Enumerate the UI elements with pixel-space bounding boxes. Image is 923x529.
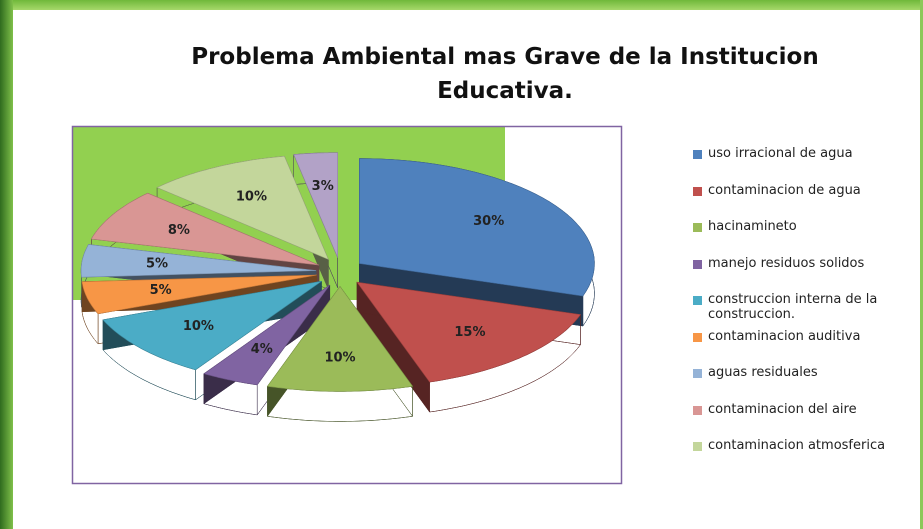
legend-label: contaminacion atmosferica bbox=[708, 438, 886, 453]
legend-label: construccion interna de la construccion. bbox=[708, 292, 878, 322]
data-label: 10% bbox=[236, 189, 267, 204]
legend-label: hacinamineto bbox=[708, 219, 797, 234]
slice bbox=[356, 281, 582, 383]
legend-item: contaminacion atmosferica bbox=[693, 438, 919, 475]
slice bbox=[156, 155, 329, 260]
legend-label: contaminacion del aire bbox=[708, 401, 857, 417]
data-label: 8% bbox=[168, 223, 190, 238]
frame bbox=[0, 0, 923, 10]
slice bbox=[81, 274, 317, 315]
legend-item: contaminacion del aire bbox=[693, 402, 919, 439]
data-label: 3% bbox=[312, 179, 334, 194]
chart-title: Problema Ambiental mas Grave de la Insti… bbox=[191, 44, 819, 104]
data-label: 30% bbox=[473, 214, 504, 229]
plot-border bbox=[71, 125, 623, 485]
legend-label: manejo residuos solidos bbox=[708, 255, 865, 271]
legend-swatch bbox=[693, 186, 702, 196]
legend-label: contaminacion auditiva bbox=[708, 328, 861, 344]
slice bbox=[266, 285, 414, 392]
legend-swatch bbox=[693, 332, 702, 342]
pie: 30% 15% 10% 4% 10% 5% 5% 8% 10% 3% bbox=[80, 152, 595, 422]
slice bbox=[203, 284, 331, 386]
legend-swatch bbox=[693, 296, 702, 305]
frame bbox=[0, 0, 13, 529]
data-label: 4% bbox=[251, 342, 273, 357]
legend-item: contaminacion auditiva bbox=[693, 329, 919, 366]
legend-swatch bbox=[693, 369, 702, 378]
legend-swatch bbox=[693, 259, 702, 269]
legend-swatch bbox=[693, 405, 702, 415]
legend-item: uso irracional de agua bbox=[693, 146, 919, 183]
legend-swatch bbox=[693, 442, 702, 451]
legend-label: contaminacion de agua bbox=[708, 182, 861, 198]
legend-item: construccion interna de la construccion. bbox=[693, 292, 919, 329]
legend-item: contaminacion de agua bbox=[693, 183, 919, 220]
slice bbox=[80, 244, 317, 278]
legend: uso irracional de agua contaminacion de a… bbox=[693, 146, 919, 475]
legend-item: aguas residuales bbox=[693, 365, 919, 402]
data-label: 10% bbox=[183, 319, 214, 334]
legend-label: uso irracional de agua bbox=[708, 146, 853, 161]
data-label: 5% bbox=[146, 256, 168, 271]
legend-item: manejo residuos solidos bbox=[693, 256, 919, 293]
slice bbox=[293, 152, 338, 258]
frame bbox=[920, 0, 923, 529]
slice bbox=[359, 158, 595, 297]
legend-swatch bbox=[693, 150, 702, 159]
data-label: 5% bbox=[150, 283, 172, 298]
data-label: 10% bbox=[324, 350, 355, 365]
legend-item: hacinamineto bbox=[693, 219, 919, 256]
data-label: 15% bbox=[454, 325, 485, 340]
slice bbox=[102, 280, 322, 371]
slice bbox=[90, 192, 320, 266]
legend-swatch bbox=[693, 223, 702, 232]
legend-label: aguas residuales bbox=[708, 365, 818, 380]
